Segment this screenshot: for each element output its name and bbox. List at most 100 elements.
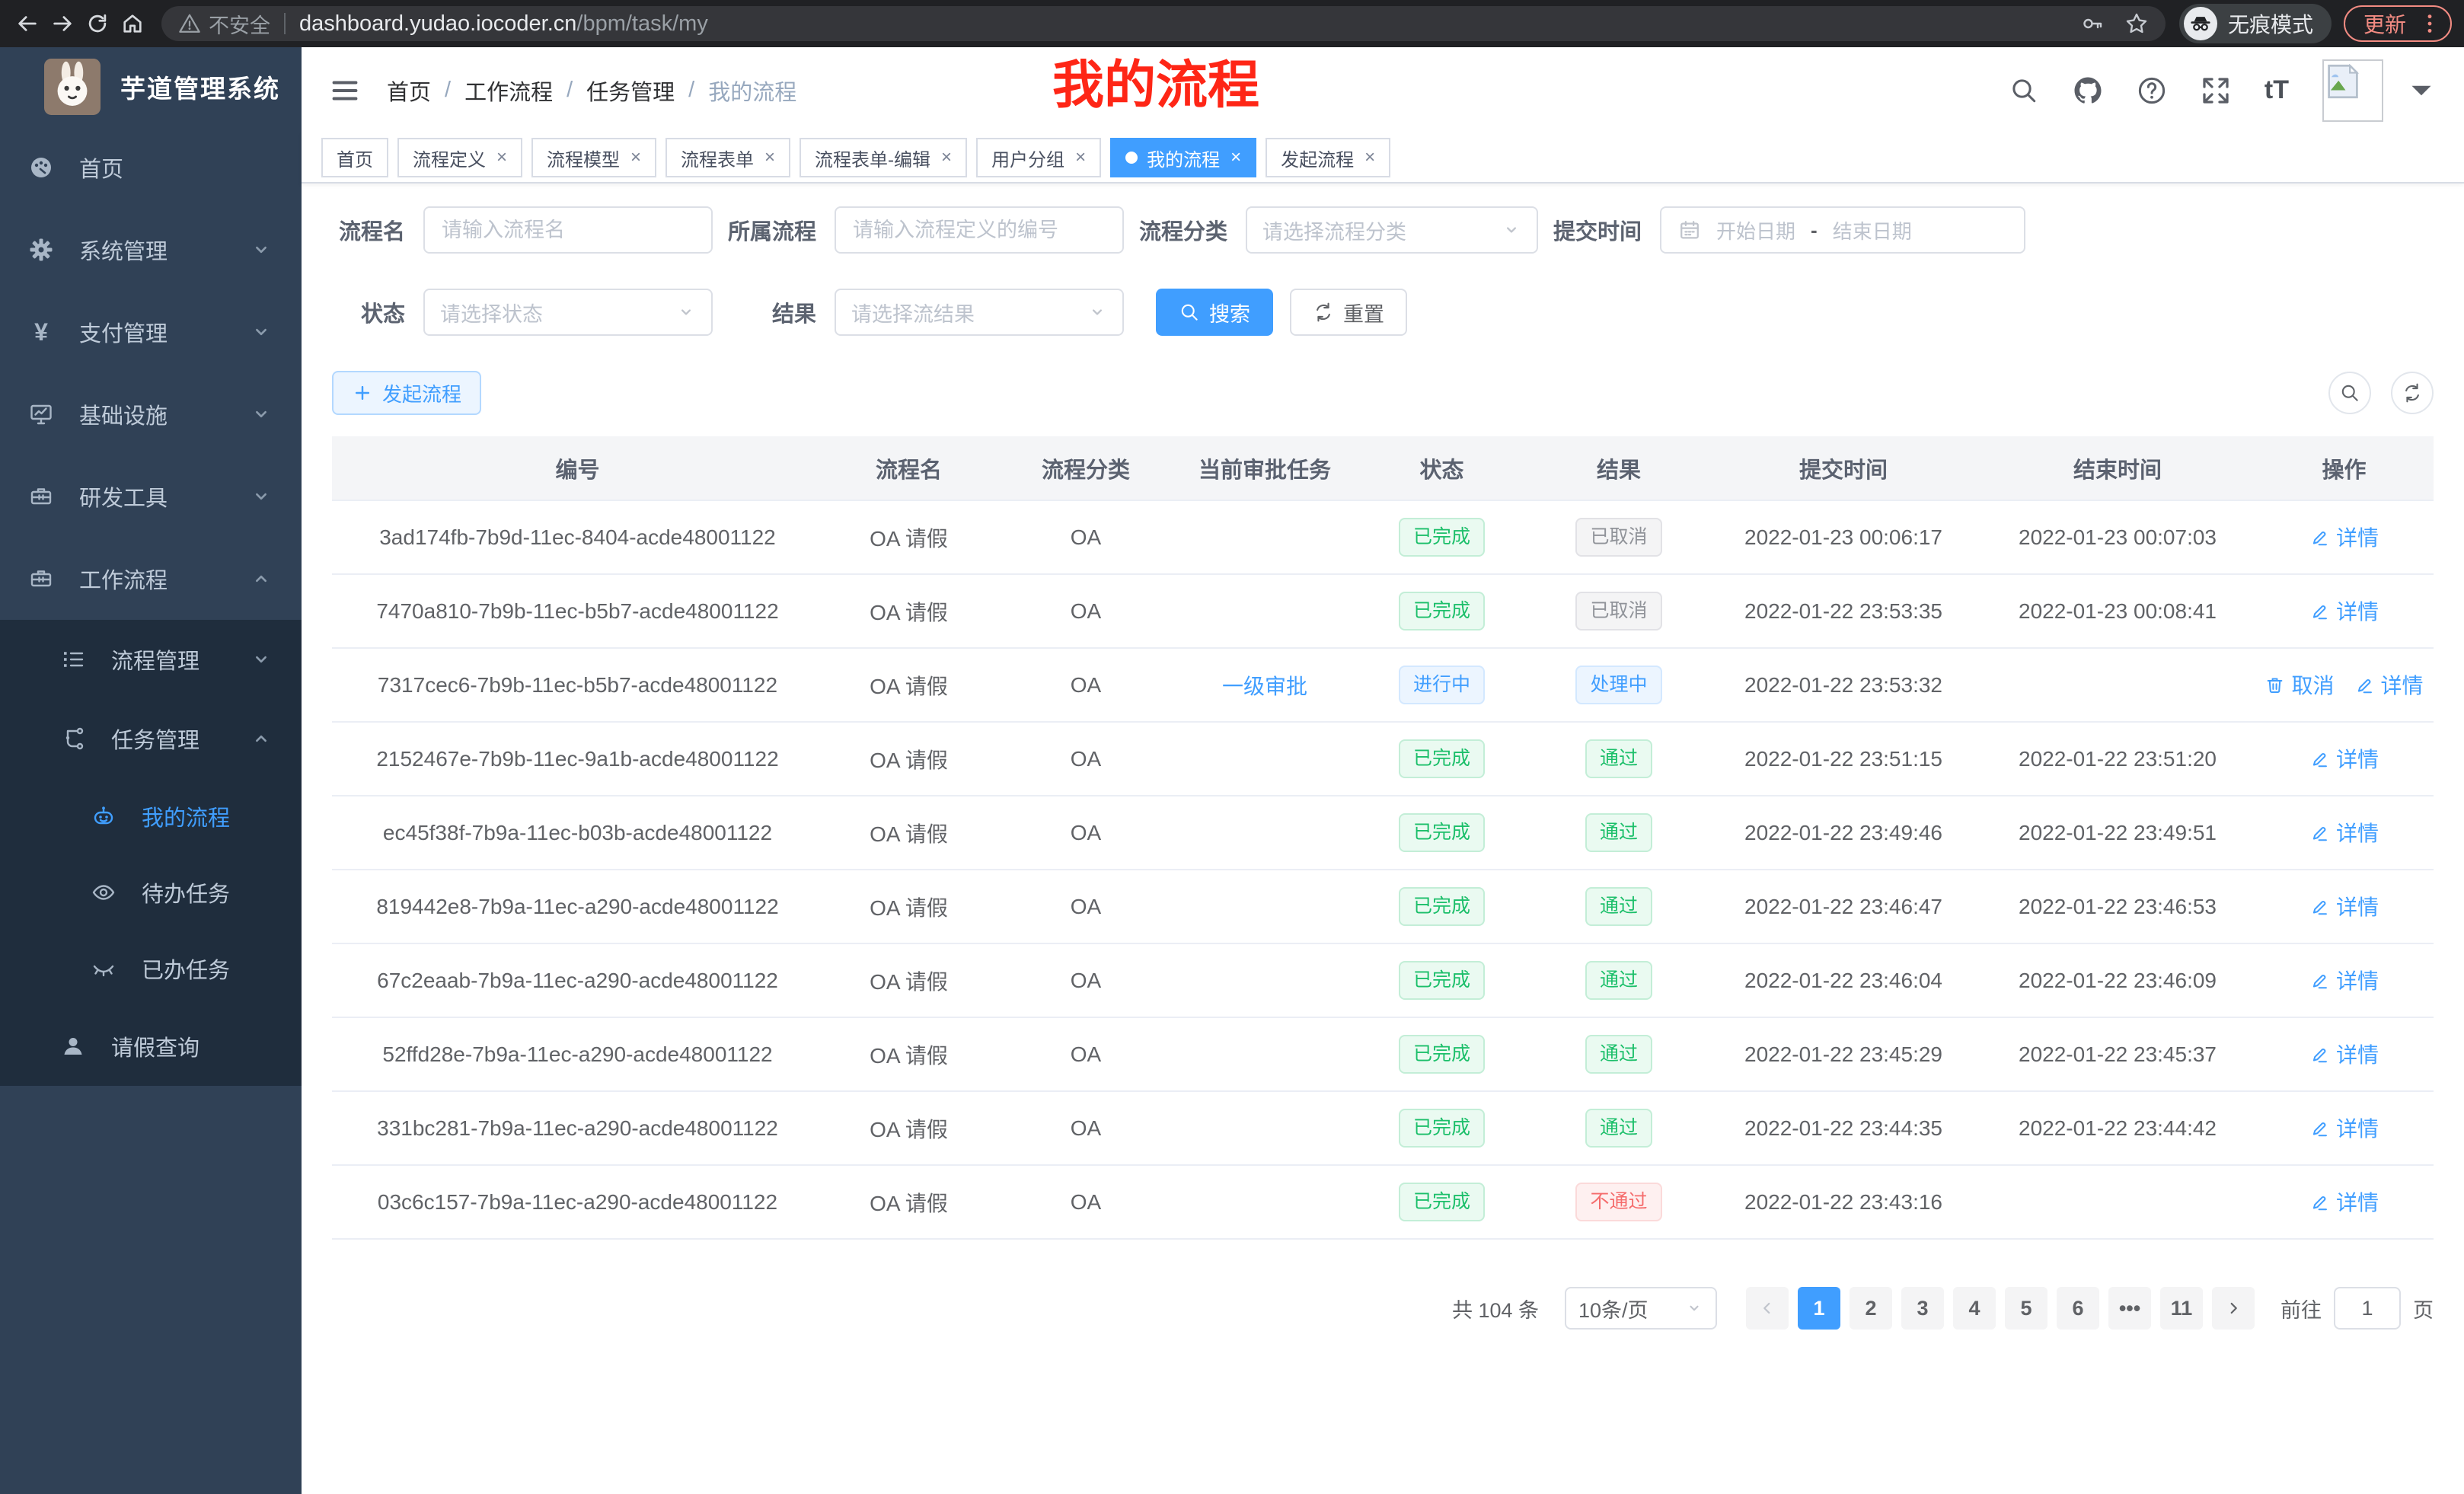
cell-submit-time: 2022-01-23 00:06:17 — [1706, 500, 1980, 575]
cell-end-time: 2022-01-22 23:46:53 — [1980, 870, 2255, 944]
prev-page-button[interactable] — [1746, 1287, 1789, 1330]
detail-action[interactable]: 详情 — [2354, 669, 2424, 700]
show-search-button[interactable] — [2328, 372, 2371, 414]
page-button-6[interactable]: 6 — [2057, 1287, 2099, 1330]
cell-status: 已完成 — [1352, 1017, 1531, 1092]
edit-icon — [2309, 1192, 2330, 1212]
tab-home[interactable]: 首页 — [321, 138, 388, 177]
breadcrumb-home[interactable]: 首页 — [387, 80, 432, 105]
breadcrumb-workflow[interactable]: 工作流程 — [464, 80, 554, 105]
tab-user-group[interactable]: 用户分组 × — [976, 138, 1102, 177]
home-icon[interactable] — [117, 8, 148, 39]
page-size-select[interactable]: 10条/页 — [1565, 1287, 1717, 1330]
tab-process-model[interactable]: 流程模型 × — [531, 138, 657, 177]
detail-action[interactable]: 详情 — [2309, 595, 2379, 626]
key-icon[interactable] — [2080, 11, 2105, 36]
sidebar-item-task-mgmt[interactable]: 任务管理 — [0, 699, 302, 778]
submit-time-range-picker[interactable]: 开始日期 - 结束日期 — [1660, 206, 2025, 254]
detail-action[interactable]: 详情 — [2309, 1186, 2379, 1217]
tab-process-definition[interactable]: 流程定义 × — [397, 138, 523, 177]
page-button-2[interactable]: 2 — [1850, 1287, 1892, 1330]
browser-menu-kebab-icon[interactable] — [2418, 12, 2441, 35]
search-icon[interactable] — [2009, 75, 2039, 106]
back-icon[interactable] — [12, 8, 43, 39]
dashboard-icon — [29, 155, 53, 180]
process-name-input[interactable] — [423, 206, 713, 254]
reset-button[interactable]: 重置 — [1290, 289, 1407, 336]
detail-action[interactable]: 详情 — [2309, 522, 2379, 552]
close-icon[interactable]: × — [496, 147, 508, 168]
sidebar-item-system-mgmt[interactable]: 系统管理 — [0, 209, 302, 291]
cancel-action[interactable]: 取消 — [2265, 669, 2335, 700]
font-size-icon[interactable]: tT — [2264, 75, 2289, 104]
cell-actions: 详情 — [2255, 796, 2434, 870]
detail-action[interactable]: 详情 — [2309, 891, 2379, 921]
page-button-4[interactable]: 4 — [1953, 1287, 1996, 1330]
detail-action[interactable]: 详情 — [2309, 965, 2379, 995]
close-icon[interactable]: × — [1230, 147, 1242, 168]
sidebar-item-process-mgmt[interactable]: 流程管理 — [0, 620, 302, 699]
sidebar-item-todo-tasks[interactable]: 待办任务 — [0, 854, 302, 931]
close-icon[interactable]: × — [630, 147, 642, 168]
forward-icon[interactable] — [47, 8, 78, 39]
close-icon[interactable]: × — [764, 147, 776, 168]
page-button-11[interactable]: 11 — [2160, 1287, 2203, 1330]
status-select[interactable]: 请选择状态 — [423, 289, 713, 336]
fullscreen-icon[interactable] — [2201, 75, 2231, 106]
detail-action[interactable]: 详情 — [2309, 743, 2379, 774]
hamburger-icon[interactable] — [329, 75, 361, 107]
result-badge: 处理中 — [1575, 666, 1662, 704]
detail-action[interactable]: 详情 — [2309, 1039, 2379, 1069]
sidebar-item-infrastructure[interactable]: 基础设施 — [0, 373, 302, 455]
cell-id: 52ffd28e-7b9a-11ec-a290-acde48001122 — [332, 1017, 823, 1092]
page-ellipsis[interactable]: ••• — [2108, 1287, 2151, 1330]
process-category-select[interactable]: 请选择流程分类 — [1246, 206, 1538, 254]
page-button-1[interactable]: 1 — [1798, 1287, 1840, 1330]
breadcrumb-task-mgmt[interactable]: 任务管理 — [586, 80, 675, 105]
sidebar-item-label: 请假查询 — [111, 1036, 200, 1061]
sidebar-item-leave-query[interactable]: 请假查询 — [0, 1007, 302, 1086]
cell-result: 通过 — [1531, 796, 1706, 870]
tab-process-form-edit[interactable]: 流程表单-编辑 × — [800, 138, 968, 177]
page-button-5[interactable]: 5 — [2005, 1287, 2047, 1330]
detail-action[interactable]: 详情 — [2309, 1113, 2379, 1143]
result-select[interactable]: 请选择流结果 — [835, 289, 1124, 336]
bookmark-star-icon[interactable] — [2124, 11, 2149, 36]
github-icon[interactable] — [2073, 75, 2103, 106]
start-process-button[interactable]: 发起流程 — [332, 371, 482, 415]
status-label: 状态 — [360, 302, 405, 327]
tab-start-process[interactable]: 发起流程 × — [1266, 138, 1391, 177]
sidebar-item-dev-tools[interactable]: 研发工具 — [0, 455, 302, 538]
search-button[interactable]: 搜索 — [1156, 289, 1273, 336]
avatar[interactable] — [2322, 59, 2383, 122]
process-definition-input[interactable] — [835, 206, 1124, 254]
page-button-3[interactable]: 3 — [1901, 1287, 1944, 1330]
tab-label: 流程模型 — [547, 149, 621, 171]
help-icon[interactable] — [2137, 75, 2167, 106]
cell-status: 已完成 — [1352, 870, 1531, 944]
app-logo[interactable]: 芋道管理系统 — [0, 47, 302, 126]
refresh-button[interactable] — [2391, 372, 2434, 414]
tab-label: 流程表单-编辑 — [815, 149, 931, 171]
sidebar-item-my-process[interactable]: 我的流程 — [0, 778, 302, 854]
next-page-button[interactable] — [2212, 1287, 2255, 1330]
update-button[interactable]: 更新 — [2343, 5, 2452, 42]
sidebar-item-done-tasks[interactable]: 已办任务 — [0, 931, 302, 1007]
detail-action[interactable]: 详情 — [2309, 817, 2379, 848]
sidebar-item-pay-mgmt[interactable]: ¥ 支付管理 — [0, 291, 302, 373]
close-icon[interactable]: × — [1364, 147, 1376, 168]
plus-icon — [352, 382, 373, 404]
tab-my-process[interactable]: 我的流程 × — [1110, 138, 1257, 177]
tab-process-form[interactable]: 流程表单 × — [665, 138, 791, 177]
tab-label: 发起流程 — [1281, 149, 1355, 171]
sidebar-item-home[interactable]: 首页 — [0, 126, 302, 209]
current-task-link[interactable]: 一级审批 — [1221, 674, 1307, 698]
sidebar-item-workflow[interactable]: 工作流程 — [0, 538, 302, 620]
goto-page-input[interactable] — [2334, 1287, 2401, 1330]
browser-chrome: 不安全 dashboard.yudao.iocoder.cn/bpm/task/… — [0, 0, 2464, 47]
close-icon[interactable]: × — [1075, 147, 1087, 168]
reload-icon[interactable] — [82, 8, 113, 39]
url-bar[interactable]: 不安全 dashboard.yudao.iocoder.cn/bpm/task/… — [161, 6, 2166, 41]
close-icon[interactable]: × — [941, 147, 953, 168]
caret-down-icon[interactable] — [2406, 75, 2437, 106]
